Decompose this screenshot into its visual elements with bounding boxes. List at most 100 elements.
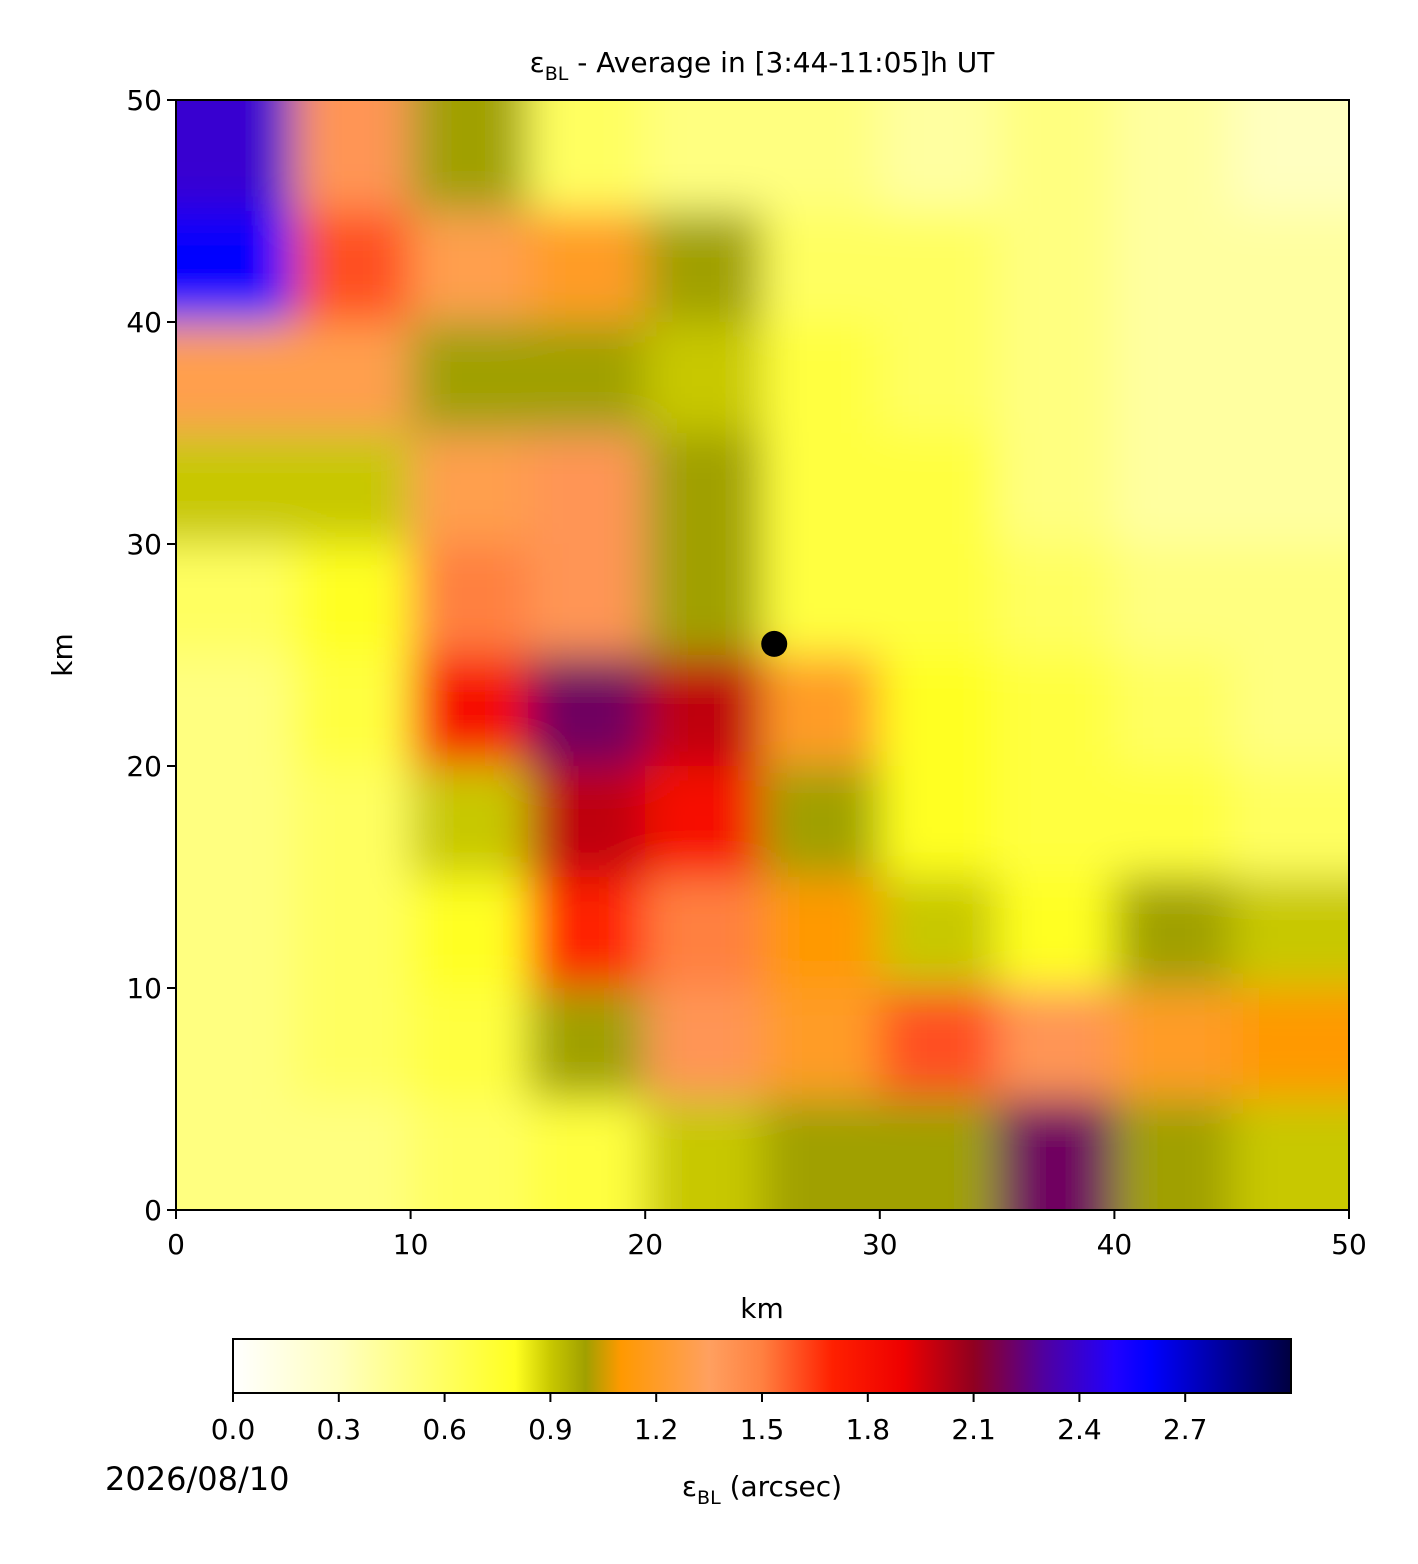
heatmap-cell: [176, 1099, 294, 1210]
heatmap-cell: [1114, 544, 1233, 656]
heatmap-cell: [997, 1099, 1115, 1210]
heatmap-cell: [1114, 988, 1233, 1100]
colorbar-tick-label: 2.1: [951, 1413, 996, 1446]
heatmap-cell: [879, 211, 998, 323]
heatmap-cell: [410, 544, 529, 656]
heatmap-cell: [645, 877, 763, 989]
heatmap-cells: [176, 100, 1349, 1210]
heatmap-cell: [762, 655, 881, 767]
heatmap-cell: [1114, 1099, 1233, 1210]
heatmap-cell: [1231, 322, 1349, 434]
date-label: 2026/08/10: [105, 1460, 289, 1498]
x-tick-label: 50: [1331, 1228, 1367, 1261]
heatmap-cell: [1231, 988, 1349, 1100]
title-text: - Average in [3:44-11:05]h UT: [568, 46, 995, 79]
heatmap-cell: [1231, 766, 1349, 878]
colorbar-label: εBL (arcsec): [682, 1470, 842, 1509]
heatmap-cell: [1231, 1099, 1349, 1210]
heatmap-cell: [293, 988, 412, 1100]
heatmap-cell: [293, 1099, 412, 1210]
heatmap-cell: [1231, 100, 1349, 212]
heatmap-cell: [293, 544, 412, 656]
heatmap-cell: [645, 322, 763, 434]
heatmap-cell: [762, 1099, 881, 1210]
heatmap: [176, 100, 1349, 1210]
heatmap-cell: [997, 655, 1115, 767]
y-tick-label: 40: [126, 306, 162, 339]
heatmap-cell: [645, 1099, 763, 1210]
heatmap-cell: [1114, 433, 1233, 545]
heatmap-cell: [293, 433, 412, 545]
y-tick-label: 30: [126, 528, 162, 561]
heatmap-cell: [997, 544, 1115, 656]
heatmap-cell: [176, 655, 294, 767]
heatmap-cell: [997, 433, 1115, 545]
heatmap-cell: [527, 766, 646, 878]
heatmap-cell: [997, 988, 1115, 1100]
heatmap-cell: [176, 322, 294, 434]
x-tick-label: 40: [1097, 1228, 1133, 1261]
heatmap-cell: [645, 100, 763, 212]
heatmap-cell: [645, 211, 763, 323]
heatmap-cell: [293, 766, 412, 878]
heatmap-cell: [1114, 100, 1233, 212]
heatmap-cell: [1114, 766, 1233, 878]
title-symbol: ε: [530, 46, 545, 79]
colorbar-tick-label: 0.0: [211, 1413, 256, 1446]
heatmap-cell: [1231, 655, 1349, 767]
plot-frame: [175, 99, 1350, 1211]
heatmap-cell: [1114, 211, 1233, 323]
heatmap-cell: [410, 988, 529, 1100]
y-tick-label: 0: [144, 1194, 162, 1227]
colorbar-tick-label: 0.6: [422, 1413, 467, 1446]
heatmap-cell: [410, 1099, 529, 1210]
heatmap-cell: [410, 433, 529, 545]
heatmap-cell: [997, 766, 1115, 878]
heatmap-cell: [410, 211, 529, 323]
heatmap-cell: [762, 877, 881, 989]
heatmap-cell: [997, 100, 1115, 212]
heatmap-cell: [762, 766, 881, 878]
heatmap-cell: [527, 433, 646, 545]
colorbar-tick-label: 1.8: [846, 1413, 891, 1446]
heatmap-cell: [527, 1099, 646, 1210]
y-tick-label: 50: [126, 84, 162, 117]
heatmap-cell: [410, 766, 529, 878]
x-axis-label: km: [740, 1292, 784, 1325]
heatmap-cell: [997, 211, 1115, 323]
heatmap-cell: [176, 433, 294, 545]
colorbar-tick-label: 2.4: [1057, 1413, 1102, 1446]
heatmap-cell: [527, 544, 646, 656]
heatmap-cell: [176, 877, 294, 989]
heatmap-cell: [645, 655, 763, 767]
x-tick-label: 10: [393, 1228, 429, 1261]
heatmap-cell: [879, 322, 998, 434]
heatmap-cell: [293, 655, 412, 767]
location-marker: [761, 630, 788, 657]
heatmap-cell: [762, 433, 881, 545]
heatmap-cell: [293, 322, 412, 434]
heatmap-cell: [879, 1099, 998, 1210]
x-tick-label: 20: [627, 1228, 663, 1261]
heatmap-cell: [879, 655, 998, 767]
heatmap-cell: [879, 433, 998, 545]
heatmap-cell: [997, 877, 1115, 989]
y-tick-label: 10: [126, 972, 162, 1005]
colorbar: [232, 1338, 1292, 1394]
heatmap-cell: [293, 211, 412, 323]
heatmap-cell: [176, 544, 294, 656]
y-axis-label: km: [46, 633, 79, 677]
heatmap-cell: [1231, 544, 1349, 656]
heatmap-cell: [293, 877, 412, 989]
heatmap-cell: [176, 988, 294, 1100]
colorbar-label-subscript: BL: [697, 1487, 721, 1509]
heatmap-cell: [645, 766, 763, 878]
heatmap-cell: [410, 322, 529, 434]
heatmap-cell: [1231, 433, 1349, 545]
heatmap-cell: [176, 100, 294, 212]
heatmap-cell: [762, 100, 881, 212]
heatmap-cell: [527, 988, 646, 1100]
heatmap-cell: [879, 877, 998, 989]
